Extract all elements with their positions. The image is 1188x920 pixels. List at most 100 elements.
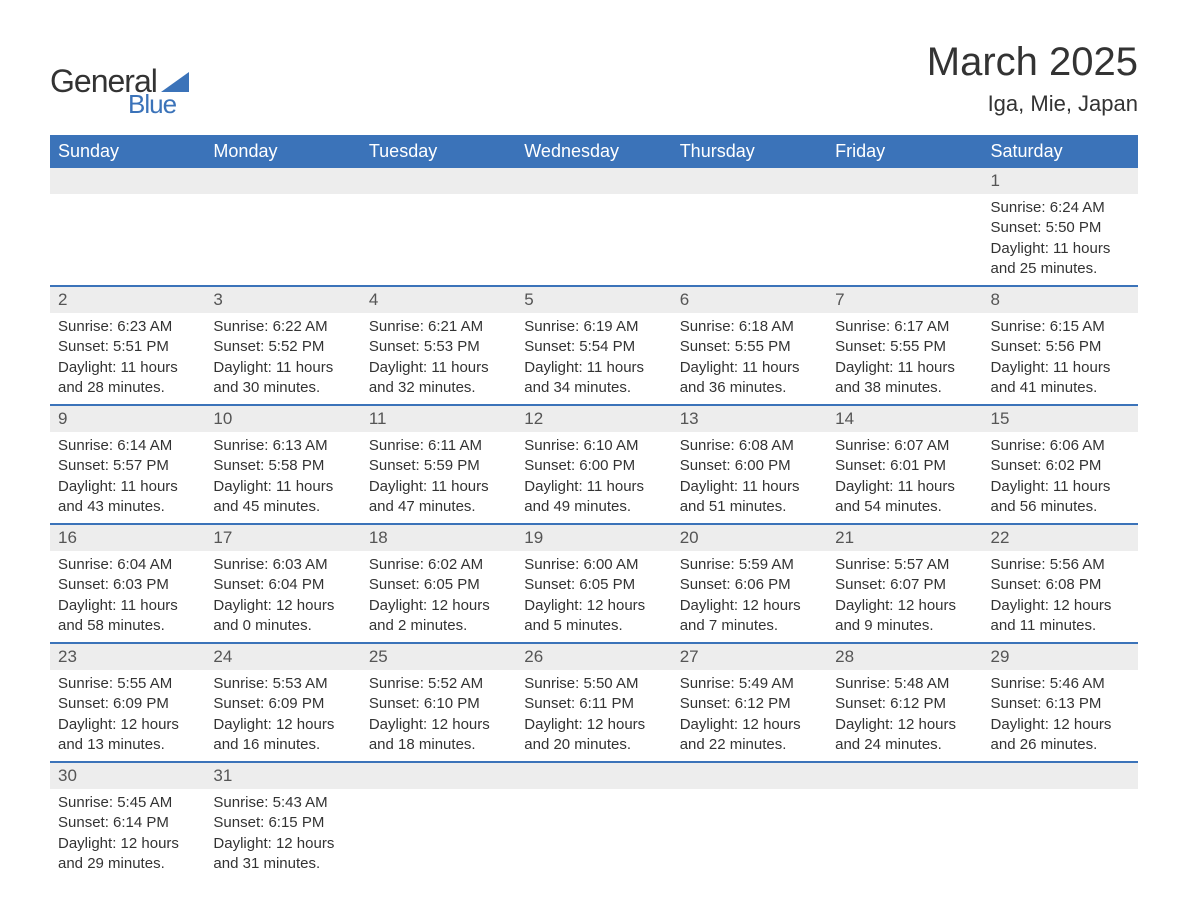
location-text: Iga, Mie, Japan [927, 91, 1138, 117]
day2-text: and 31 minutes. [213, 854, 352, 874]
day-body: Sunrise: 6:24 AMSunset: 5:50 PMDaylight:… [983, 194, 1138, 285]
day-cell [516, 168, 671, 286]
sunrise-text: Sunrise: 6:04 AM [58, 555, 197, 575]
sunrise-text: Sunrise: 6:24 AM [991, 198, 1130, 218]
day-body: Sunrise: 6:10 AMSunset: 6:00 PMDaylight:… [516, 432, 671, 523]
sunrise-text: Sunrise: 5:53 AM [213, 674, 352, 694]
day-number: 3 [205, 287, 360, 313]
sunset-text: Sunset: 6:09 PM [213, 694, 352, 714]
day-cell: 30Sunrise: 5:45 AMSunset: 6:14 PMDayligh… [50, 762, 205, 880]
sunset-text: Sunset: 6:07 PM [835, 575, 974, 595]
week-row: 23Sunrise: 5:55 AMSunset: 6:09 PMDayligh… [50, 643, 1138, 762]
week-row: 16Sunrise: 6:04 AMSunset: 6:03 PMDayligh… [50, 524, 1138, 643]
day-number: 31 [205, 763, 360, 789]
day1-text: Daylight: 11 hours [58, 477, 197, 497]
day-cell: 25Sunrise: 5:52 AMSunset: 6:10 PMDayligh… [361, 643, 516, 762]
day1-text: Daylight: 12 hours [213, 596, 352, 616]
day-header: Monday [205, 135, 360, 168]
day-header: Wednesday [516, 135, 671, 168]
day-header: Thursday [672, 135, 827, 168]
day-number: 24 [205, 644, 360, 670]
day2-text: and 25 minutes. [991, 259, 1130, 279]
day1-text: Daylight: 12 hours [524, 596, 663, 616]
day-cell: 14Sunrise: 6:07 AMSunset: 6:01 PMDayligh… [827, 405, 982, 524]
day-body: Sunrise: 6:14 AMSunset: 5:57 PMDaylight:… [50, 432, 205, 523]
day1-text: Daylight: 12 hours [369, 596, 508, 616]
day-cell: 19Sunrise: 6:00 AMSunset: 6:05 PMDayligh… [516, 524, 671, 643]
calendar-table: Sunday Monday Tuesday Wednesday Thursday… [50, 135, 1138, 880]
day-body: Sunrise: 5:43 AMSunset: 6:15 PMDaylight:… [205, 789, 360, 880]
day2-text: and 0 minutes. [213, 616, 352, 636]
day1-text: Daylight: 12 hours [369, 715, 508, 735]
day-body: Sunrise: 6:13 AMSunset: 5:58 PMDaylight:… [205, 432, 360, 523]
day-number [50, 168, 205, 194]
sunset-text: Sunset: 6:06 PM [680, 575, 819, 595]
day-body: Sunrise: 6:21 AMSunset: 5:53 PMDaylight:… [361, 313, 516, 404]
day-number [827, 168, 982, 194]
sunset-text: Sunset: 6:12 PM [835, 694, 974, 714]
day1-text: Daylight: 11 hours [524, 358, 663, 378]
sunrise-text: Sunrise: 5:46 AM [991, 674, 1130, 694]
day-body: Sunrise: 6:11 AMSunset: 5:59 PMDaylight:… [361, 432, 516, 523]
day1-text: Daylight: 11 hours [213, 358, 352, 378]
day-cell: 21Sunrise: 5:57 AMSunset: 6:07 PMDayligh… [827, 524, 982, 643]
day-number [672, 168, 827, 194]
day2-text: and 32 minutes. [369, 378, 508, 398]
day-body: Sunrise: 5:57 AMSunset: 6:07 PMDaylight:… [827, 551, 982, 642]
day1-text: Daylight: 12 hours [991, 715, 1130, 735]
sunset-text: Sunset: 5:59 PM [369, 456, 508, 476]
day-cell: 23Sunrise: 5:55 AMSunset: 6:09 PMDayligh… [50, 643, 205, 762]
day2-text: and 56 minutes. [991, 497, 1130, 517]
day-cell [672, 762, 827, 880]
day-body: Sunrise: 6:06 AMSunset: 6:02 PMDaylight:… [983, 432, 1138, 523]
day2-text: and 47 minutes. [369, 497, 508, 517]
day-body: Sunrise: 5:49 AMSunset: 6:12 PMDaylight:… [672, 670, 827, 761]
day2-text: and 36 minutes. [680, 378, 819, 398]
day1-text: Daylight: 11 hours [680, 358, 819, 378]
day-number [983, 763, 1138, 789]
day-body: Sunrise: 6:15 AMSunset: 5:56 PMDaylight:… [983, 313, 1138, 404]
day-cell: 20Sunrise: 5:59 AMSunset: 6:06 PMDayligh… [672, 524, 827, 643]
sunrise-text: Sunrise: 6:07 AM [835, 436, 974, 456]
day-body [361, 194, 516, 274]
sunset-text: Sunset: 6:05 PM [369, 575, 508, 595]
day-number [516, 763, 671, 789]
day-body: Sunrise: 5:52 AMSunset: 6:10 PMDaylight:… [361, 670, 516, 761]
day2-text: and 51 minutes. [680, 497, 819, 517]
page-header: General Blue March 2025 Iga, Mie, Japan [50, 40, 1138, 117]
sunset-text: Sunset: 6:05 PM [524, 575, 663, 595]
day2-text: and 18 minutes. [369, 735, 508, 755]
day-number: 6 [672, 287, 827, 313]
day1-text: Daylight: 12 hours [991, 596, 1130, 616]
day1-text: Daylight: 11 hours [369, 477, 508, 497]
day-body: Sunrise: 6:08 AMSunset: 6:00 PMDaylight:… [672, 432, 827, 523]
day-cell: 16Sunrise: 6:04 AMSunset: 6:03 PMDayligh… [50, 524, 205, 643]
day-cell [672, 168, 827, 286]
day1-text: Daylight: 12 hours [58, 715, 197, 735]
sunset-text: Sunset: 6:15 PM [213, 813, 352, 833]
day1-text: Daylight: 12 hours [213, 834, 352, 854]
day2-text: and 58 minutes. [58, 616, 197, 636]
day1-text: Daylight: 11 hours [524, 477, 663, 497]
sunrise-text: Sunrise: 6:23 AM [58, 317, 197, 337]
day-cell: 26Sunrise: 5:50 AMSunset: 6:11 PMDayligh… [516, 643, 671, 762]
day-body [361, 789, 516, 869]
sunset-text: Sunset: 6:10 PM [369, 694, 508, 714]
day-cell: 7Sunrise: 6:17 AMSunset: 5:55 PMDaylight… [827, 286, 982, 405]
logo: General Blue [50, 65, 189, 117]
day-header: Tuesday [361, 135, 516, 168]
day-number: 18 [361, 525, 516, 551]
day-body [205, 194, 360, 274]
day-number: 8 [983, 287, 1138, 313]
sunrise-text: Sunrise: 5:48 AM [835, 674, 974, 694]
sunrise-text: Sunrise: 6:14 AM [58, 436, 197, 456]
day-cell: 18Sunrise: 6:02 AMSunset: 6:05 PMDayligh… [361, 524, 516, 643]
sunrise-text: Sunrise: 5:49 AM [680, 674, 819, 694]
day-number [827, 763, 982, 789]
day-body: Sunrise: 5:50 AMSunset: 6:11 PMDaylight:… [516, 670, 671, 761]
sunset-text: Sunset: 5:52 PM [213, 337, 352, 357]
day2-text: and 28 minutes. [58, 378, 197, 398]
day-body [827, 194, 982, 274]
sunrise-text: Sunrise: 6:17 AM [835, 317, 974, 337]
day2-text: and 29 minutes. [58, 854, 197, 874]
